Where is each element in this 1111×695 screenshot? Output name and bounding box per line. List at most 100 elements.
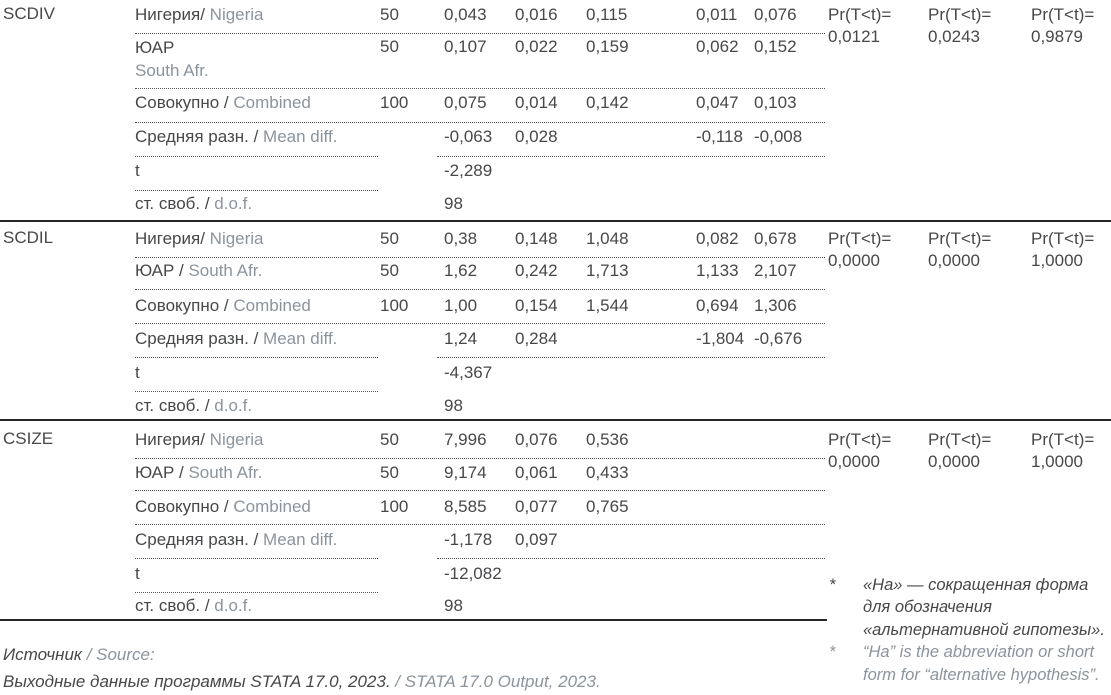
group-label: ст. своб. / d.o.f. — [135, 193, 252, 215]
group-label: Нигерия/ Nigeria — [135, 429, 264, 451]
source-text-en: / STATA 17.0 Output, 2023. — [390, 672, 601, 691]
pr-column-2: Pr(T<t)= 0,0243 — [928, 4, 991, 48]
cell-n: 100 — [380, 296, 409, 315]
cell-ci-low: 1,133 — [696, 261, 739, 280]
group-label: Средняя разн. / Mean diff. — [135, 529, 337, 551]
group-label-en: d.o.f. — [209, 194, 253, 213]
group-label-ru: Совокупно / — [135, 497, 229, 516]
cell-n: 50 — [380, 229, 399, 248]
cell-ci-low: 0,011 — [696, 5, 738, 24]
row-divider — [135, 391, 378, 392]
cell-se: 0,061 — [515, 463, 558, 482]
row-divider — [135, 33, 825, 34]
row-divider — [135, 357, 378, 358]
footnote-en: * “Ha” is the abbreviation or short form… — [820, 641, 1111, 686]
block-divider — [0, 220, 1111, 222]
group-label-ru: ст. своб. / — [135, 194, 210, 213]
cell-mean: 1,24 — [444, 329, 478, 348]
group-label: t — [135, 362, 140, 384]
cell-sd: 0,433 — [586, 463, 629, 482]
cell-dof: 98 — [444, 194, 463, 213]
cell-mean: -1,178 — [444, 530, 493, 549]
row-divider — [135, 190, 378, 191]
cell-mean: 7,996 — [444, 430, 487, 449]
pr-value: 0,9879 — [1031, 27, 1083, 46]
group-label-en: Nigeria — [204, 5, 264, 24]
cell-mean: 0,107 — [444, 37, 487, 56]
cell-se: 0,022 — [515, 37, 558, 56]
cell-se: 0,242 — [515, 261, 558, 280]
group-label: Нигерия/ Nigeria — [135, 228, 264, 250]
cell-ci-high: 0,678 — [754, 229, 797, 248]
pr-value: 0,0000 — [828, 452, 880, 471]
cell-n: 50 — [380, 430, 399, 449]
pr-label: Pr(T<t)= — [1031, 430, 1095, 449]
group-label-en: Nigeria — [204, 229, 264, 248]
cell-ci-high: 0,076 — [754, 5, 797, 24]
group-label-ru: ст. своб. / — [135, 596, 210, 615]
group-label: ЮАР South Afr. — [135, 36, 209, 82]
group-label-en: Nigeria — [204, 430, 264, 449]
pr-column-3: Pr(T<t)= 0,9879 — [1031, 4, 1094, 48]
row-divider — [135, 592, 378, 593]
cell-sd: 0,115 — [586, 5, 628, 24]
pr-value: 0,0000 — [828, 251, 880, 270]
pr-value: 0,0121 — [828, 27, 880, 46]
cell-ci-low: 0,694 — [696, 296, 739, 315]
cell-n: 100 — [380, 93, 409, 112]
group-label: ст. своб. / d.o.f. — [135, 395, 252, 417]
variable-name-scdil: SCDIL — [3, 228, 54, 247]
pr-label: Pr(T<t)= — [828, 229, 892, 248]
cell-ci-low: 0,047 — [696, 93, 739, 112]
cell-ci-high: -0,008 — [754, 127, 803, 146]
footnote-text: “Ha” is the abbreviation or short form f… — [863, 643, 1100, 684]
pr-column-2: Pr(T<t)= 0,0000 — [928, 228, 991, 272]
group-label-en: d.o.f. — [209, 396, 253, 415]
cell-t-stat: -2,289 — [444, 161, 493, 180]
group-label-ru: ЮАР / — [135, 463, 184, 482]
cell-mean: -0,063 — [444, 127, 493, 146]
cell-mean: 1,00 — [444, 296, 478, 315]
cell-se: 0,154 — [515, 296, 558, 315]
group-label-en: Mean diff. — [258, 530, 338, 549]
pr-column-3: Pr(T<t)= 1,0000 — [1031, 228, 1094, 272]
cell-se: 0,028 — [515, 127, 558, 146]
footnote-text: «На» — сокращенная форма для обозначения… — [863, 576, 1105, 639]
cell-dof: 98 — [444, 396, 463, 415]
cell-ci-low: -0,118 — [696, 127, 743, 146]
group-label: ЮАР / South Afr. — [135, 462, 262, 484]
pr-value: 1,0000 — [1031, 452, 1083, 471]
footnote-marker: * — [829, 576, 836, 594]
row-divider — [135, 122, 825, 123]
pr-column-1: Pr(T<t)= 0,0000 — [828, 429, 891, 473]
variable-name-scdiv: SCDIV — [3, 4, 55, 23]
cell-sd: 1,713 — [586, 261, 629, 280]
pr-value: 0,0243 — [928, 27, 980, 46]
cell-mean: 1,62 — [444, 261, 478, 280]
cell-sd: 0,765 — [586, 497, 629, 516]
pr-label: Pr(T<t)= — [1031, 229, 1095, 248]
cell-ci-high: -0,676 — [754, 329, 803, 348]
group-label-ru: ЮАР / — [135, 261, 184, 280]
row-divider — [437, 156, 825, 157]
group-label-ru: Нигерия/ — [135, 5, 205, 24]
row-divider — [135, 458, 825, 459]
group-label-ru: Совокупно / — [135, 296, 229, 315]
cell-sd: 1,048 — [586, 229, 629, 248]
group-label-ru: ст. своб. / — [135, 396, 210, 415]
group-label-ru: Совокупно / — [135, 93, 229, 112]
group-label-en: Mean diff. — [258, 329, 338, 348]
row-divider — [135, 490, 825, 491]
row-divider — [437, 558, 825, 559]
cell-se: 0,097 — [515, 530, 558, 549]
variable-name-csize: CSIZE — [3, 429, 54, 448]
cell-dof: 98 — [444, 596, 463, 615]
cell-mean: 0,043 — [444, 5, 487, 24]
cell-se: 0,076 — [515, 430, 558, 449]
source-note: Источник / Source: Выходные данные прогр… — [3, 641, 601, 695]
group-label-en: South Afr. — [183, 463, 263, 482]
group-label-en: Combined — [228, 497, 311, 516]
group-label-ru: Нигерия/ — [135, 229, 205, 248]
source-text: Выходные данные программы STATA 17.0, 20… — [3, 668, 601, 695]
group-label-ru: t — [135, 564, 140, 583]
